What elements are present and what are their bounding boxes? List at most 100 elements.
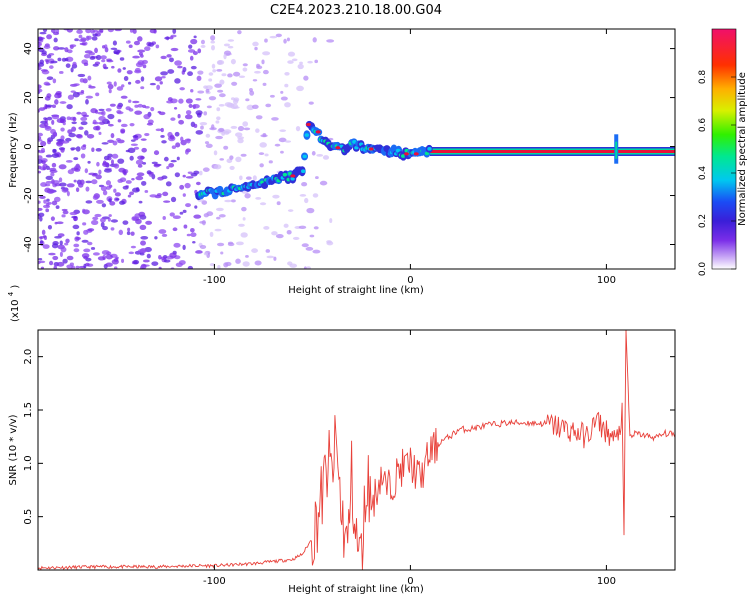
noise-mark	[129, 191, 135, 196]
noise-mark	[171, 145, 177, 149]
noise-mark	[85, 180, 93, 184]
noise-mark	[46, 116, 53, 121]
noise-mark	[114, 29, 122, 32]
noise-mark	[98, 121, 106, 125]
noise-mark	[177, 65, 183, 69]
noise-mark	[139, 252, 145, 256]
noise-mark	[56, 221, 64, 225]
noise-mark	[203, 111, 208, 116]
spectrogram-ytick-label: 0	[23, 143, 34, 149]
noise-mark	[278, 137, 287, 143]
noise-mark	[178, 98, 184, 104]
noise-mark	[187, 171, 193, 174]
noise-mark	[214, 228, 222, 232]
noise-mark	[42, 244, 50, 249]
noise-mark	[137, 49, 146, 53]
noise-mark	[45, 180, 53, 184]
noise-mark	[115, 198, 120, 201]
noise-mark	[79, 42, 87, 46]
noise-mark	[52, 180, 60, 185]
noise-mark	[73, 243, 80, 248]
noise-mark	[88, 84, 92, 88]
noise-mark	[105, 262, 113, 267]
ridge-peak	[368, 147, 374, 151]
colorbar-tick-label: 0.4	[698, 166, 708, 181]
noise-mark	[252, 79, 258, 82]
noise-mark	[298, 225, 307, 229]
noise-mark	[216, 107, 221, 112]
noise-mark	[97, 256, 106, 261]
noise-mark	[101, 203, 107, 208]
noise-mark	[45, 104, 53, 108]
noise-mark	[166, 165, 170, 170]
noise-mark	[169, 134, 175, 140]
noise-mark	[82, 222, 87, 226]
noise-mark	[182, 66, 187, 73]
noise-mark	[169, 252, 177, 258]
noise-mark	[57, 47, 66, 50]
noise-mark	[204, 141, 210, 145]
noise-mark	[185, 203, 191, 208]
noise-mark	[110, 159, 114, 165]
colorbar-ticks: 0.0 0.2 0.4 0.6 0.8	[698, 70, 736, 276]
noise-mark	[38, 37, 45, 40]
noise-mark	[179, 184, 185, 190]
colorbar-label: Normalized spectral amplitude	[737, 72, 748, 226]
noise-mark	[142, 162, 147, 165]
figure-title: C2E4.2023.210.18.00.G04	[270, 3, 442, 18]
noise-mark	[146, 122, 154, 126]
snr-xlabel: Height of straight line (km)	[288, 584, 424, 595]
noise-mark	[131, 178, 135, 181]
noise-mark	[89, 56, 96, 60]
noise-mark	[84, 168, 89, 174]
ridge-blob-core	[302, 154, 307, 159]
noise-mark	[119, 200, 125, 205]
noise-mark	[94, 213, 102, 218]
noise-mark	[66, 191, 70, 197]
snr-multiplier-close: )	[10, 285, 21, 289]
noise-mark	[38, 212, 45, 217]
noise-mark	[170, 196, 177, 203]
snr-xtick-label: 0	[407, 576, 413, 587]
noise-mark	[195, 181, 201, 186]
noise-mark	[46, 198, 50, 202]
noise-mark	[264, 153, 269, 157]
noise-mark	[58, 177, 63, 183]
noise-mark	[174, 131, 180, 137]
noise-mark	[57, 57, 62, 62]
noise-mark	[125, 180, 132, 184]
noise-mark	[113, 163, 120, 169]
noise-mark	[38, 207, 43, 211]
noise-mark	[238, 223, 245, 227]
noise-mark	[279, 129, 287, 132]
noise-mark	[301, 243, 309, 248]
noise-mark	[174, 78, 181, 84]
noise-mark	[230, 125, 238, 129]
ridge-peak	[315, 130, 321, 134]
noise-mark	[251, 248, 259, 253]
noise-mark	[182, 193, 186, 197]
noise-mark	[139, 265, 145, 269]
snr-multiplier-exp: 4	[7, 291, 15, 296]
noise-mark	[74, 38, 79, 42]
noise-mark	[78, 34, 83, 39]
spectrogram-ytick-label: -40	[23, 236, 34, 252]
noise-mark	[43, 235, 48, 241]
noise-mark	[208, 72, 214, 76]
noise-mark	[209, 127, 217, 131]
snr-ytick-label: 2.0	[23, 349, 34, 365]
noise-mark	[195, 130, 204, 135]
noise-mark	[141, 180, 147, 186]
noise-mark	[163, 200, 171, 203]
noise-mark	[43, 199, 47, 204]
noise-mark	[212, 69, 217, 73]
noise-mark	[227, 45, 234, 49]
noise-mark	[182, 244, 186, 251]
noise-mark	[80, 116, 88, 121]
noise-mark	[43, 45, 51, 49]
noise-mark	[178, 119, 185, 125]
noise-mark	[109, 103, 116, 107]
noise-mark	[85, 95, 94, 99]
snr-panel: -100 0 100 0.5 1.0 1.5 2.0 Height of straight …	[7, 285, 676, 595]
noise-mark	[179, 211, 184, 215]
